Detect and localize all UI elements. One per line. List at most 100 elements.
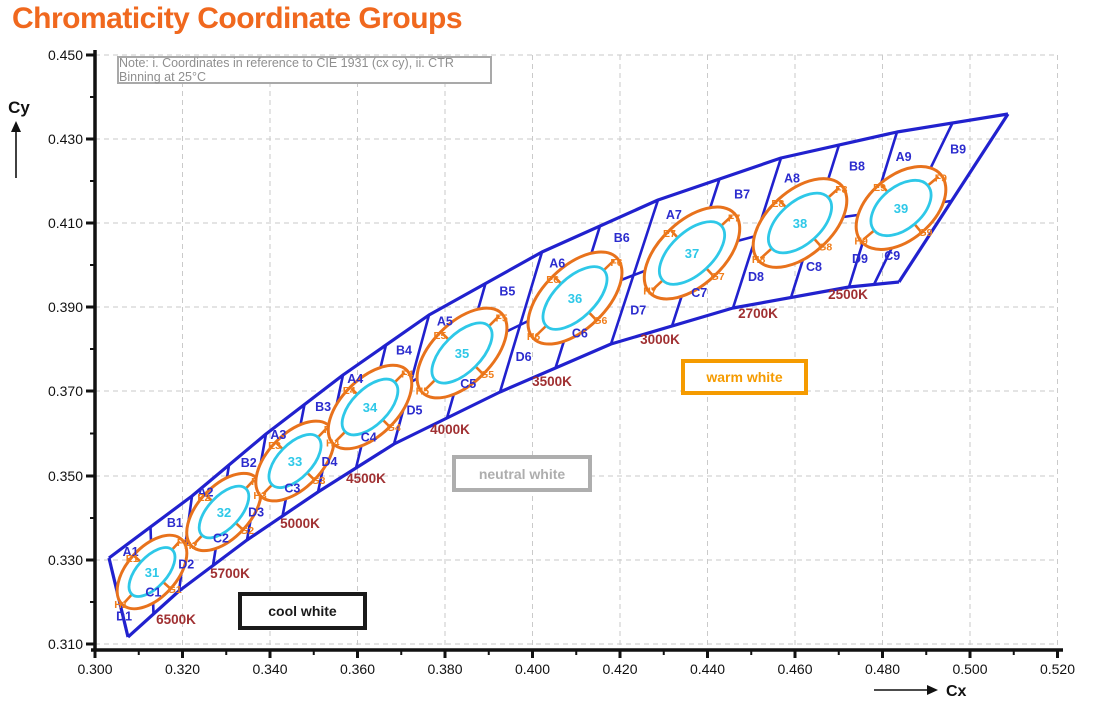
quad-label: D2 <box>178 557 194 571</box>
inner-bin-ellipse <box>541 265 609 331</box>
bin-number: 31 <box>145 565 159 580</box>
sector-label: G5 <box>480 369 494 381</box>
bin-number: 33 <box>288 454 302 469</box>
x-tick-label: 0.480 <box>865 661 900 677</box>
sector-label: G7 <box>711 271 725 283</box>
y-tick-label: 0.330 <box>48 552 83 568</box>
y-tick-label: 0.430 <box>48 131 83 147</box>
sector-label: E7 <box>663 228 676 240</box>
quad-label: B2 <box>241 456 257 470</box>
sector-label: G3 <box>311 475 325 487</box>
inner-bin-ellipse <box>127 546 177 598</box>
quad-label: D9 <box>852 252 868 266</box>
bin-group-31: A1 B1 C1 D1 E1 F1 G1 H1 31 6500K <box>114 516 196 627</box>
bin-boundary <box>897 113 1010 283</box>
cct-label: 3000K <box>640 332 680 347</box>
zone-warm-white: warm white <box>681 359 808 395</box>
quad-label: A6 <box>549 256 565 270</box>
sector-label: G1 <box>168 584 182 596</box>
sector-label: F9 <box>935 173 947 185</box>
quad-label: C7 <box>691 286 707 300</box>
x-tick-label: 0.520 <box>1040 661 1075 677</box>
x-tick-label: 0.500 <box>952 661 987 677</box>
inner-bin-ellipse <box>197 484 251 540</box>
inner-bin-ellipse <box>267 433 323 489</box>
quad-label: D1 <box>116 610 132 624</box>
gridlines <box>95 54 1058 650</box>
quad-label: D3 <box>248 506 264 520</box>
y-tick-label: 0.310 <box>48 636 83 652</box>
sector-label: G9 <box>919 227 933 239</box>
y-tick-label: 0.370 <box>48 383 83 399</box>
inner-bin-ellipse <box>340 377 400 437</box>
quad-label: C1 <box>145 586 161 600</box>
sector-label: H5 <box>416 386 430 398</box>
sector-label: G6 <box>593 315 607 327</box>
quad-label: A9 <box>896 150 912 164</box>
quad-label: B9 <box>950 143 966 157</box>
note-box: Note: i. Coordinates in reference to CIE… <box>117 56 492 84</box>
quad-label: A7 <box>666 208 682 222</box>
quad-label: A1 <box>123 545 139 559</box>
bin-group-32: A2B2C2D2E2F2G2H2325700K <box>178 456 263 581</box>
quad-label: B4 <box>396 343 412 357</box>
cct-label: 5700K <box>210 566 250 581</box>
quad-label: B8 <box>849 159 865 173</box>
zone-neutral-white: neutral white <box>452 455 592 492</box>
quad-label: B6 <box>614 231 630 245</box>
quad-label: C8 <box>806 260 822 274</box>
sector-label: G4 <box>387 422 401 434</box>
cct-label: 2500K <box>828 287 868 302</box>
y-tick-label: 0.410 <box>48 215 83 231</box>
sector-label: F5 <box>496 312 508 324</box>
bin-number: 34 <box>363 400 378 415</box>
zone-neutral-white-label: neutral white <box>478 465 566 482</box>
quad-label: C6 <box>572 326 588 340</box>
x-tick-label: 0.300 <box>77 661 112 677</box>
sector-label: E3 <box>268 440 281 452</box>
bin-number: 35 <box>455 346 469 361</box>
cct-label: 5000K <box>280 516 320 531</box>
planckian-locus-line <box>118 199 952 601</box>
sector-label: E9 <box>873 182 886 194</box>
y-tick-label: 0.390 <box>48 299 83 315</box>
bin-number: 32 <box>217 505 231 520</box>
sector-label: E5 <box>434 330 447 342</box>
sector-label: H8 <box>752 254 766 266</box>
quad-label: D8 <box>748 270 764 284</box>
quad-label: D6 <box>516 350 532 364</box>
cct-label: 2700K <box>738 306 778 321</box>
quad-label: B3 <box>315 400 331 414</box>
quad-label: A5 <box>437 314 453 328</box>
sector-label: E1 <box>126 553 139 565</box>
sector-label: E2 <box>197 492 210 504</box>
sector-label: H1 <box>114 599 128 611</box>
quad-label: C4 <box>361 430 377 444</box>
sector-label: F7 <box>728 212 740 224</box>
bin-group-35: A5 B5 C5 D5 E5 F5 G5 H5 35 4000K <box>407 284 516 437</box>
bin-number: 36 <box>568 291 582 306</box>
zone-warm-white-label: warm white <box>706 369 783 385</box>
bin-group-39: A9 B9 C9 D9 E9 F9 G9 H9 39 2500K <box>828 143 966 303</box>
zone-cool-white-label: cool white <box>268 603 337 619</box>
y-axis-title: Cy <box>8 98 30 117</box>
inner-bin-ellipse <box>767 191 833 255</box>
x-tick-label: 0.380 <box>427 661 462 677</box>
bin-number: 37 <box>685 246 699 261</box>
bin-boundary <box>609 199 660 345</box>
note-text: Note: i. Coordinates in reference to CIE… <box>119 56 454 84</box>
x-tick-label: 0.320 <box>165 661 200 677</box>
bin-boundary <box>498 251 544 393</box>
quad-label: D4 <box>322 455 338 469</box>
bin-group-37: A7 B7 C7 D7 E7 F7 G7 H7 37 3000K <box>630 188 750 348</box>
y-tick-label: 0.350 <box>48 468 83 484</box>
sector-label: F4 <box>401 369 413 381</box>
bin-group-34: A4 B4 C4 D4 E4 F4 G4 H4 34 4500K <box>322 343 414 486</box>
x-tick-label: 0.360 <box>340 661 375 677</box>
quad-label: B5 <box>499 284 515 298</box>
page-title: Chromaticity Coordinate Groups <box>12 2 463 35</box>
bin-number: 39 <box>894 201 908 216</box>
axis-titles: Cy Cx <box>8 98 966 700</box>
x-tick-label: 0.400 <box>515 661 550 677</box>
sector-label: E8 <box>771 198 784 210</box>
